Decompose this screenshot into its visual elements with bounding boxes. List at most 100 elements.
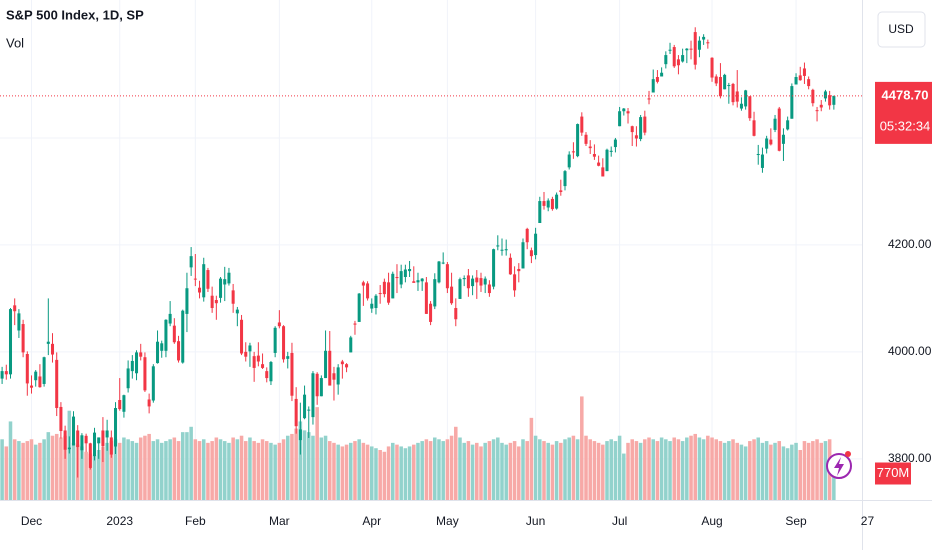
- candle-body: [189, 256, 193, 268]
- volume-bar: [168, 439, 172, 500]
- candle-body: [823, 91, 827, 99]
- volume-bar: [353, 441, 357, 500]
- candle-body: [21, 324, 25, 353]
- candle-body: [172, 325, 176, 343]
- candle-body: [164, 319, 168, 351]
- candle-body: [433, 279, 437, 307]
- volume-bar: [538, 439, 542, 500]
- volume-bar: [134, 442, 139, 500]
- currency[interactable]: USD: [888, 22, 914, 36]
- volume-bar: [441, 441, 445, 500]
- candle-body: [72, 416, 76, 446]
- candle-body: [475, 277, 479, 283]
- x-tick-label: Feb: [185, 514, 206, 528]
- volume-bar: [575, 439, 580, 500]
- candle-body: [492, 249, 496, 287]
- volume-bar: [105, 442, 109, 500]
- alert-bolt[interactable]: [834, 457, 844, 476]
- candle-body: [378, 293, 382, 295]
- volume-bar: [781, 446, 786, 500]
- volume-bar: [197, 441, 202, 500]
- volume-bar: [605, 441, 609, 500]
- candle-body: [168, 313, 172, 324]
- alert-icon[interactable]: [826, 451, 852, 479]
- volume-bar: [327, 441, 332, 500]
- candle-body: [609, 150, 613, 152]
- currency-box[interactable]: [877, 11, 926, 48]
- candle-body: [4, 371, 8, 375]
- candle-body: [307, 409, 311, 411]
- volume-bar: [185, 432, 189, 500]
- volume-bar: [811, 441, 815, 500]
- candle-body: [727, 85, 731, 87]
- alert-dot: [845, 451, 851, 457]
- candle-body: [395, 277, 399, 279]
- volume-bar: [311, 435, 315, 500]
- volume-bar: [4, 446, 9, 500]
- candle-body: [735, 91, 739, 102]
- candle-body: [8, 309, 13, 375]
- volume-bar: [210, 441, 214, 500]
- volume-bar: [588, 439, 592, 500]
- volume-bar: [437, 439, 441, 500]
- candle-body: [676, 59, 680, 66]
- candle-body: [769, 139, 773, 145]
- candle-body: [584, 134, 588, 144]
- candle-body: [786, 120, 790, 130]
- candle-body: [273, 327, 277, 353]
- volume-bar: [386, 446, 391, 500]
- candle-body: [685, 48, 689, 51]
- volume-bar: [613, 441, 618, 500]
- candle-body: [361, 282, 365, 286]
- volume-bar: [113, 439, 118, 500]
- candle-body: [118, 400, 122, 410]
- candle-body: [550, 198, 554, 210]
- x-tick-label: Aug: [701, 514, 722, 528]
- candle-body: [819, 104, 823, 108]
- volume-bar: [529, 417, 534, 500]
- candle-body: [622, 108, 626, 112]
- candle-body: [210, 295, 214, 309]
- volume-bar: [277, 442, 282, 500]
- volume-bar: [84, 451, 88, 500]
- volume-bar: [659, 437, 664, 500]
- volume-bar: [533, 435, 538, 500]
- volume-bar: [697, 437, 702, 500]
- candle-body: [559, 190, 563, 192]
- candle-body: [752, 120, 756, 136]
- volume-bar: [130, 441, 135, 500]
- candle-body: [756, 154, 760, 156]
- volume-bar: [315, 407, 319, 500]
- volume-bar: [248, 437, 252, 500]
- candle-body: [244, 351, 248, 357]
- volume-bar: [512, 441, 517, 500]
- volume-bar: [336, 444, 340, 500]
- volume-bar: [672, 437, 676, 500]
- candle-body: [571, 151, 575, 153]
- candle-body: [185, 288, 189, 314]
- volume-bar: [235, 439, 240, 500]
- candle-body: [105, 430, 109, 438]
- candle-body: [84, 435, 88, 444]
- volume-bar: [823, 441, 828, 500]
- candle-body: [399, 271, 403, 285]
- volume-bar: [176, 441, 181, 500]
- volume-bar: [189, 426, 193, 500]
- volume-bar: [517, 446, 521, 500]
- candle-body: [0, 371, 4, 379]
- candle-body: [458, 279, 462, 299]
- volume-bar: [470, 444, 475, 500]
- candle-body: [496, 245, 500, 247]
- volume-bar: [710, 437, 714, 500]
- candle-body: [441, 262, 445, 264]
- volume-bar: [206, 442, 210, 500]
- candle-body: [416, 280, 420, 283]
- candle-body: [601, 167, 605, 177]
- candle-body: [706, 42, 710, 44]
- candle-body: [487, 284, 491, 294]
- x-tick-label: 27: [861, 514, 875, 528]
- candle-body: [294, 398, 298, 427]
- volume-bar: [319, 437, 324, 500]
- volume-bar: [151, 441, 156, 500]
